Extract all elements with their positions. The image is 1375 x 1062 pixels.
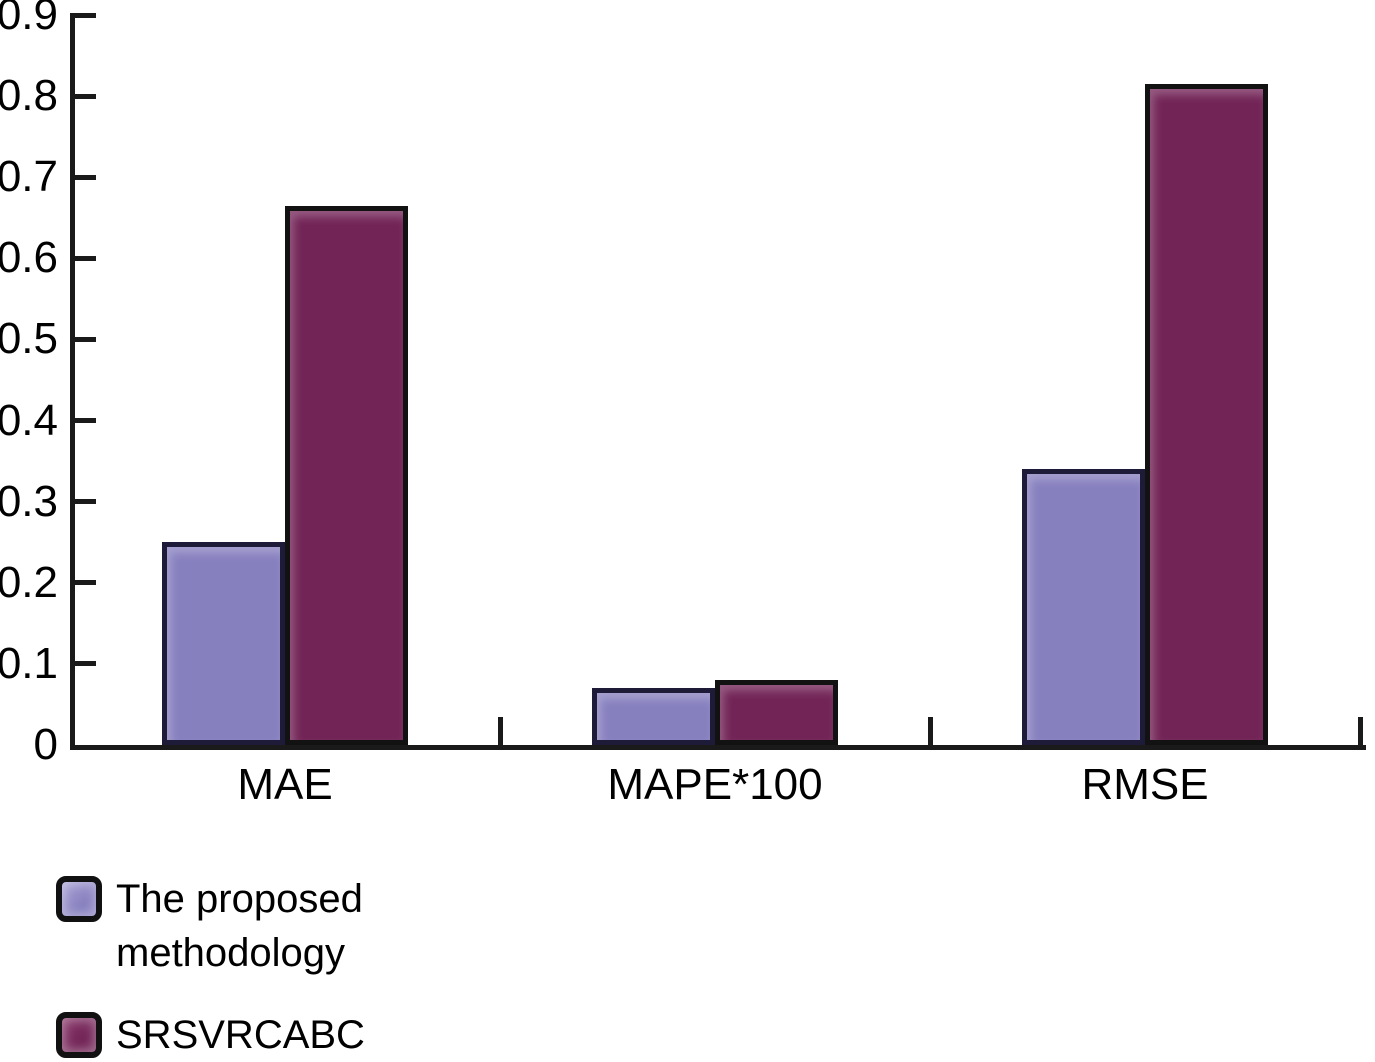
legend-item-proposed: The proposed methodology (56, 872, 406, 980)
y-tick (70, 336, 96, 342)
legend-swatch-srsvrcabc (56, 1012, 102, 1058)
bar-srsvrcabc-mape*100 (715, 680, 838, 745)
y-tick-label: 0.4 (0, 395, 58, 445)
y-tick-label: 0.1 (0, 638, 58, 688)
bar-srsvrcabc-rmse (1145, 83, 1268, 745)
x-tick (927, 717, 933, 745)
legend-label-srsvrcabc: SRSVRCABC (116, 1013, 365, 1057)
y-tick-label: 0.2 (0, 557, 58, 607)
category-label-mae: MAE (237, 760, 333, 809)
y-tick-label: 0.9 (0, 0, 58, 39)
plot-area: 0.9 0.8 0.7 0.6 0.5 0.4 0.3 0.2 0.1 0 MAE MAPE*100… (0, 0, 1366, 809)
legend-label-proposed: The proposed methodology (116, 877, 363, 975)
y-tick (70, 418, 96, 424)
bar-proposed-mae (162, 542, 285, 745)
y-tick (70, 499, 96, 505)
y-tick-label: 0.3 (0, 476, 58, 526)
bar-proposed-rmse (1022, 469, 1145, 745)
legend-item-srsvrcabc: SRSVRCABC (56, 1008, 406, 1062)
y-axis (70, 13, 75, 750)
legend-swatch-proposed (56, 876, 102, 922)
y-tick (70, 93, 96, 99)
legend: The proposed methodology SRSVRCABC (56, 872, 406, 1062)
y-tick (70, 12, 96, 18)
x-tick (497, 717, 503, 745)
y-tick-label: 0.5 (0, 314, 58, 364)
y-tick-label: 0.6 (0, 233, 58, 283)
bar-srsvrcabc-mae (285, 205, 408, 745)
y-tick (70, 580, 96, 586)
category-label-mape*100: MAPE*100 (607, 760, 823, 809)
bar-proposed-mape*100 (592, 688, 715, 745)
y-tick (70, 255, 96, 261)
y-tick (70, 174, 96, 180)
y-tick-label: 0.7 (0, 152, 58, 202)
x-tick (1357, 717, 1363, 745)
x-axis (70, 745, 1366, 750)
y-tick (70, 661, 96, 667)
y-tick-label: 0.8 (0, 71, 58, 121)
y-tick-label: 0 (33, 720, 58, 769)
category-label-rmse: RMSE (1081, 760, 1209, 809)
